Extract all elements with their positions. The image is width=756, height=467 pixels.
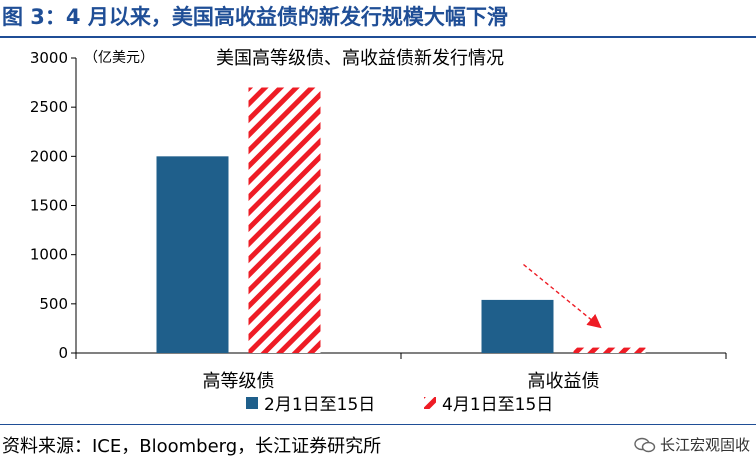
- y-tick-label: 1000: [30, 246, 68, 264]
- y-tick-label: 2500: [30, 98, 68, 116]
- y-tick-label: 500: [39, 295, 68, 313]
- bar-2-2: [573, 347, 646, 353]
- bar-chart: 美国高等级债、高收益债新发行情况 （亿美元） 0 500 1000 1500 2000 2…: [30, 48, 727, 415]
- bar-1-2: [481, 299, 554, 353]
- y-tick-label: 0: [58, 344, 68, 362]
- category-label: 高等级债: [203, 371, 275, 392]
- bar-2-1: [248, 87, 321, 353]
- legend-swatch-1: [246, 397, 258, 409]
- category-labels: 高等级债 高收益债: [203, 371, 600, 392]
- chart-title: 美国高等级债、高收益债新发行情况: [216, 48, 504, 69]
- legend: 2月1日至15日 4月1日至15日: [246, 395, 553, 415]
- annotations: [523, 263, 602, 329]
- y-tick-label: 2000: [30, 147, 68, 165]
- bars: [156, 87, 646, 353]
- title-divider: [0, 36, 756, 38]
- watermark-text: 长江宏观固收: [659, 436, 750, 454]
- legend-swatch-2: [424, 397, 436, 409]
- y-tick-labels: 0 500 1000 1500 2000 2500 3000: [30, 49, 68, 362]
- y-axis-unit-label: （亿美元）: [84, 50, 154, 66]
- decline-arrow: [523, 263, 602, 329]
- source-divider: [0, 424, 756, 425]
- y-tick-label: 3000: [30, 49, 68, 67]
- figure-title: 图 3：4 月以来，美国高收益债的新发行规模大幅下滑: [2, 5, 508, 29]
- category-label: 高收益债: [528, 371, 600, 392]
- legend-label-2: 4月1日至15日: [442, 395, 553, 415]
- y-tick-label: 1500: [30, 197, 68, 215]
- legend-label-1: 2月1日至15日: [264, 395, 375, 415]
- watermark: 长江宏观固收: [634, 434, 750, 455]
- source-note: 资料来源：ICE，Bloomberg，长江证券研究所: [2, 436, 382, 457]
- wechat-icon: [634, 437, 656, 453]
- bar-1-1: [156, 156, 229, 353]
